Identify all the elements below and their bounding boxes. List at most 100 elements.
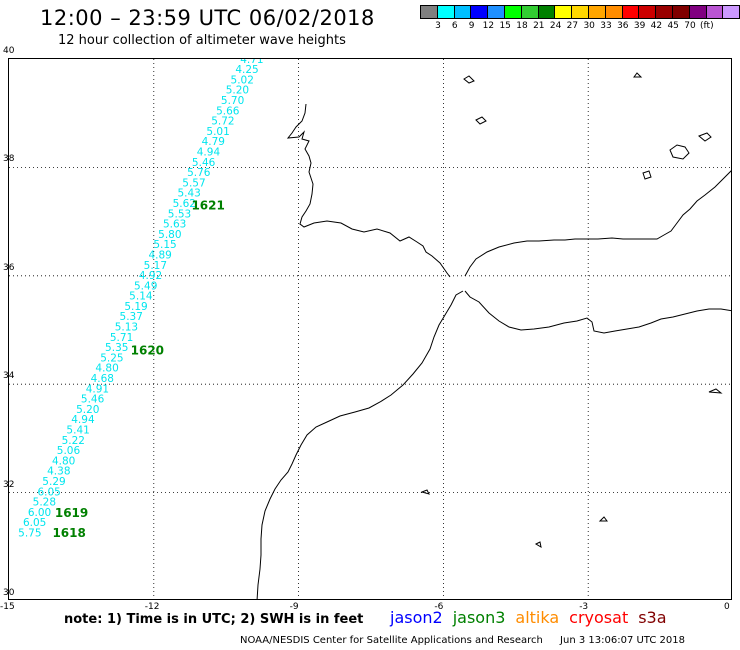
scale-swatch-3: [470, 5, 489, 19]
swh-value: 5.70: [221, 95, 244, 107]
mission-altika: altika: [515, 608, 560, 627]
swh-value: 5.15: [153, 239, 176, 251]
island-small-2: [633, 72, 643, 78]
pass-number-label: 1620: [131, 343, 164, 357]
swh-value: 4.94: [71, 414, 95, 426]
scale-swatch-5: [503, 5, 522, 19]
page-title: 12:00 – 23:59 UTC 06/02/2018: [40, 6, 375, 30]
island-small-1: [463, 75, 475, 84]
island-small-7: [708, 388, 723, 394]
swh-value: 5.53: [168, 208, 191, 220]
scale-label: (ft): [700, 21, 714, 31]
footer-note: note: 1) Time is in UTC; 2) SWH is in fe…: [64, 612, 364, 627]
swh-value: 5.13: [115, 322, 138, 334]
map-grid: [9, 59, 731, 599]
y-tick-label: 38: [3, 154, 15, 165]
x-tick-label: -12: [144, 602, 160, 612]
swh-value: 5.19: [124, 301, 147, 313]
scale-swatch-14: [655, 5, 673, 19]
scale-label: 15: [499, 21, 511, 31]
x-tick-label: -3: [579, 602, 589, 612]
scale-label: 6: [451, 21, 458, 31]
x-tick-label: -15: [0, 602, 15, 612]
scale-label: 70: [684, 21, 696, 31]
swh-value: 4.80: [95, 363, 118, 375]
scale-swatch-8: [554, 5, 573, 19]
swh-value: 5.49: [134, 280, 157, 292]
scale-swatch-2: [453, 5, 472, 19]
y-tick-label: 34: [3, 371, 15, 382]
swh-value: 5.22: [62, 435, 85, 447]
scale-swatch-6: [520, 5, 539, 19]
scale-swatch-15: [671, 5, 690, 19]
swh-value: 5.20: [76, 404, 99, 416]
coastline-spain-med: [464, 170, 731, 277]
island-small-5: [598, 516, 608, 522]
scale-label: 24: [549, 21, 562, 31]
swh-value: 5.43: [177, 188, 200, 200]
scale-label: 33: [600, 21, 612, 31]
scale-label: 39: [633, 21, 646, 31]
coastline: [256, 72, 731, 599]
pass-number-label: 1621: [191, 199, 224, 213]
scale-swatch-16: [688, 5, 707, 19]
swh-value: 5.17: [144, 260, 167, 272]
swh-value: 5.46: [192, 157, 216, 169]
wave-height-scale-labels: 3 6 9 12 15 18 21 24 27 30 33 36 39 42 45 70 (ft): [420, 21, 740, 35]
y-tick-label: 32: [3, 479, 15, 490]
scale-swatch-4: [487, 5, 505, 19]
swh-value: 5.25: [100, 352, 123, 364]
wave-height-color-scale: [420, 5, 740, 19]
mission-legend: jason2 jason3 altika cryosat s3a: [390, 608, 677, 627]
swh-value: 5.66: [216, 105, 240, 117]
swh-value: 5.06: [57, 445, 81, 457]
swh-value: 5.02: [231, 74, 254, 86]
scale-swatch-11: [604, 5, 623, 19]
swh-value: 5.80: [158, 229, 181, 241]
swh-value: 5.76: [187, 167, 211, 179]
swh-value: 5.46: [81, 394, 105, 406]
swh-value: 5.20: [226, 85, 249, 97]
island-small-6: [534, 541, 542, 549]
swh-value: 5.37: [120, 311, 143, 323]
island-ibiza: [642, 170, 652, 180]
altimeter-map[interactable]: 4.71 4.25 5.02 5.20 5.70 5.66 5.72 5.01 4.79 4.94…: [8, 58, 732, 600]
swh-value: 5.35: [105, 342, 128, 354]
coastline-morocco: [256, 290, 464, 599]
coastline-portugal: [286, 103, 451, 278]
swh-value: 5.63: [163, 219, 186, 231]
scale-label: 18: [516, 21, 528, 31]
pass-number-label: 1618: [52, 526, 85, 540]
swh-value: 4.79: [202, 136, 225, 148]
swh-value: 5.57: [182, 177, 205, 189]
x-tick-label: -6: [434, 602, 444, 612]
scale-label: 27: [566, 21, 579, 31]
swh-value: 4.80: [52, 455, 75, 467]
x-tick-label: -9: [289, 602, 299, 612]
y-tick-label: 36: [3, 262, 15, 273]
scale-swatch-13: [638, 5, 657, 19]
island-mallorca: [669, 144, 690, 160]
swh-value: 6.05: [37, 486, 60, 498]
swh-value: 5.71: [110, 332, 133, 344]
swh-value: 4.38: [47, 466, 70, 478]
pass-labels: 1621 1620 1619 1618: [52, 199, 224, 540]
mission-cryosat: cryosat: [569, 608, 629, 627]
swh-value: 5.75: [18, 528, 41, 540]
scale-swatch-1: [436, 5, 455, 19]
y-tick-label: 30: [3, 588, 15, 598]
swh-value: 5.29: [42, 476, 65, 488]
swh-value: 5.14: [129, 291, 153, 303]
swh-value: 4.68: [91, 373, 114, 385]
swh-value: 5.62: [173, 198, 196, 210]
coastline-north-africa: [464, 290, 731, 334]
credit-line: NOAA/NESDIS Center for Satellite Applica…: [240, 635, 685, 646]
swh-value: 4.89: [148, 249, 171, 261]
scale-swatch-18: [722, 5, 740, 19]
swh-value: 4.91: [86, 383, 109, 395]
swh-value: 4.25: [235, 64, 258, 76]
island-menorca: [698, 132, 712, 142]
island-small-3: [475, 116, 487, 125]
swh-value: 6.05: [23, 517, 46, 529]
scale-swatch-0: [420, 5, 438, 19]
